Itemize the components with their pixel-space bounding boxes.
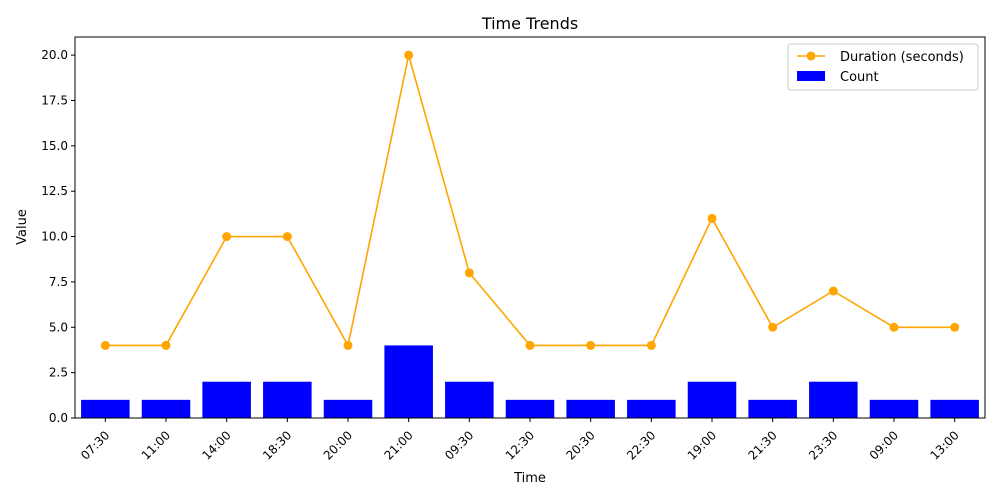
y-tick-label: 5.0	[49, 320, 68, 334]
count-bar	[141, 399, 191, 418]
y-tick-label: 17.5	[41, 94, 68, 108]
x-tick-label: 12:30	[503, 428, 537, 462]
x-tick-label: 09:30	[442, 428, 476, 462]
plot-frame	[74, 36, 986, 419]
x-tick-label: 18:30	[260, 428, 294, 462]
y-tick-label: 15.0	[41, 139, 68, 153]
duration-point	[707, 213, 717, 223]
duration-point	[586, 340, 596, 350]
x-tick-label: 21:30	[745, 428, 779, 462]
x-tick-label: 21:00	[381, 428, 415, 462]
duration-point	[222, 232, 232, 242]
legend-bar-swatch	[797, 71, 825, 81]
y-tick-label: 7.5	[49, 275, 68, 289]
count-bar	[202, 381, 251, 418]
legend-label-count: Count	[840, 70, 879, 85]
count-bar	[930, 399, 979, 418]
duration-point	[889, 322, 899, 332]
x-tick-label: 14:00	[199, 428, 233, 462]
duration-point	[161, 340, 171, 350]
count-bar	[687, 381, 737, 418]
duration-point	[343, 340, 353, 350]
count-bar	[748, 399, 797, 418]
x-tick-label: 07:30	[78, 428, 112, 462]
x-tick-label: 11:00	[139, 428, 173, 462]
duration-point	[768, 322, 778, 332]
x-tick-label: 23:30	[806, 428, 840, 462]
x-tick-label: 20:00	[321, 428, 355, 462]
x-tick-label: 13:00	[927, 428, 961, 462]
legend-box	[787, 43, 979, 91]
count-bar	[869, 399, 919, 418]
bars-layer	[81, 345, 979, 418]
duration-point	[950, 322, 960, 332]
x-tick-label: 22:30	[624, 428, 658, 462]
duration-point	[282, 232, 292, 242]
y-tick-label: 0.0	[49, 411, 68, 425]
duration-point	[404, 50, 414, 60]
chart-title: Time Trends	[481, 14, 578, 33]
x-tick-label: 20:30	[563, 428, 597, 462]
y-tick-label: 2.5	[49, 366, 68, 380]
y-tick-label: 10.0	[41, 230, 68, 244]
count-bar	[81, 399, 130, 418]
duration-line	[105, 54, 955, 348]
x-tick-label: 09:00	[867, 428, 901, 462]
legend: Duration (seconds) Count	[787, 43, 979, 91]
y-tick-label: 20.0	[41, 48, 68, 62]
duration-point	[100, 340, 110, 350]
legend-label-duration: Duration (seconds)	[840, 50, 964, 65]
x-axis-title: Time	[513, 471, 546, 486]
x-axis: 07:30 11:00 14:00 18:30 20:00 21:00 09:30 12:30…	[78, 418, 962, 463]
count-bar	[445, 381, 494, 418]
count-bar	[566, 399, 615, 418]
legend-marker-swatch	[806, 51, 816, 61]
count-bar	[384, 345, 433, 418]
y-axis-title: Value	[15, 209, 30, 245]
count-bar	[809, 381, 858, 418]
line-layer	[100, 50, 960, 350]
duration-point	[525, 340, 535, 350]
count-bar	[505, 399, 555, 418]
duration-point	[464, 268, 474, 278]
x-tick-label: 19:00	[685, 428, 719, 462]
count-bar	[323, 399, 373, 418]
y-tick-label: 12.5	[41, 184, 68, 198]
y-axis: 0.0 2.5 5.0 7.5 10.0 12.5 15.0 17.5 20.0	[41, 48, 75, 425]
duration-point	[828, 286, 838, 296]
duration-point	[646, 340, 656, 350]
count-bar	[263, 381, 312, 418]
count-bar	[627, 399, 676, 418]
